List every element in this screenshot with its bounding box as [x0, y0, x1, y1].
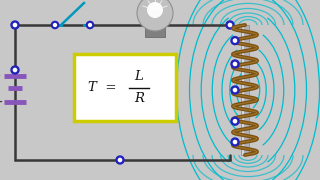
- Text: +: +: [0, 71, 1, 81]
- Circle shape: [137, 0, 173, 31]
- Circle shape: [233, 62, 236, 66]
- Circle shape: [53, 24, 56, 26]
- Text: R: R: [134, 92, 144, 105]
- Circle shape: [13, 23, 17, 27]
- Circle shape: [231, 117, 239, 125]
- Circle shape: [233, 88, 236, 92]
- Circle shape: [147, 2, 163, 18]
- Circle shape: [233, 120, 236, 123]
- Text: L: L: [135, 70, 143, 83]
- Circle shape: [13, 68, 17, 72]
- Circle shape: [231, 86, 239, 94]
- Circle shape: [231, 60, 239, 68]
- Circle shape: [231, 138, 239, 146]
- Circle shape: [116, 156, 124, 164]
- Circle shape: [11, 66, 19, 74]
- Circle shape: [231, 37, 239, 45]
- Bar: [241, 25, 249, 155]
- Bar: [145, 25, 165, 37]
- Circle shape: [11, 21, 19, 29]
- Text: T  =: T =: [89, 81, 117, 94]
- Circle shape: [228, 23, 232, 27]
- FancyBboxPatch shape: [74, 54, 176, 121]
- Circle shape: [233, 140, 236, 144]
- Circle shape: [86, 21, 94, 29]
- Bar: [242, 25, 244, 155]
- Circle shape: [226, 21, 234, 29]
- Circle shape: [233, 39, 236, 42]
- Circle shape: [52, 21, 59, 29]
- Circle shape: [118, 158, 122, 162]
- Circle shape: [89, 24, 92, 26]
- Text: −: −: [0, 97, 4, 107]
